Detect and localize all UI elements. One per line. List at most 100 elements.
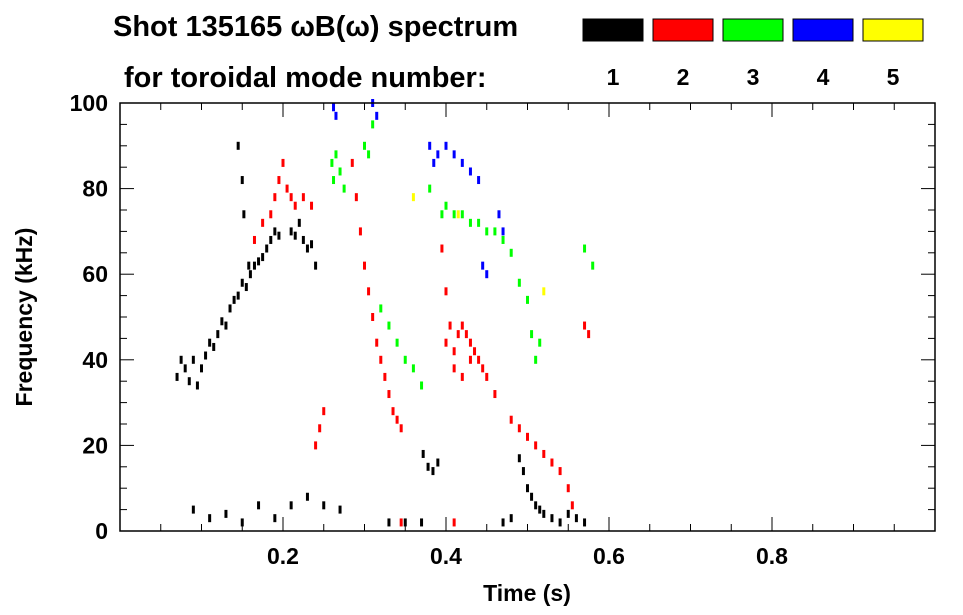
spectrum-point <box>204 351 208 360</box>
spectrum-point <box>387 321 391 330</box>
spectrum-point <box>387 390 391 399</box>
spectrum-point <box>208 514 212 523</box>
spectrum-point <box>367 150 371 159</box>
spectrum-point <box>403 355 407 364</box>
spectrum-point <box>534 441 538 450</box>
spectrum-point <box>570 501 574 510</box>
spectrum-point <box>493 227 497 236</box>
spectrum-point <box>383 372 387 381</box>
spectrum-point <box>314 441 318 450</box>
spectrum-point <box>403 518 407 527</box>
spectrum-point <box>322 407 326 416</box>
spectrum-point <box>558 518 562 527</box>
y-axis-label: Frequency (kHz) <box>11 228 37 407</box>
spectrum-point <box>281 158 285 167</box>
spectrum-point <box>477 355 481 364</box>
legend-swatch-mode-5 <box>862 18 924 42</box>
spectrum-point <box>485 270 489 279</box>
spectrum-point <box>273 193 277 202</box>
spectrum-point <box>375 111 379 120</box>
spectrum-point <box>436 150 440 159</box>
legend-swatch-mode-2 <box>652 18 714 42</box>
spectrum-point <box>277 231 281 240</box>
plot-frame <box>119 102 936 532</box>
spectrum-point <box>456 210 460 219</box>
legend-label-mode-1: 1 <box>607 64 620 90</box>
spectrum-point <box>485 372 489 381</box>
spectrum-point <box>411 193 415 202</box>
spectrum-point <box>265 244 269 253</box>
spectrum-point <box>310 201 314 210</box>
legend-swatch-mode-4 <box>792 18 854 42</box>
spectrum-point <box>224 509 228 518</box>
spectrum-point <box>338 505 342 514</box>
y-tick-label: 20 <box>82 432 108 458</box>
spectrum-point <box>521 467 525 476</box>
spectrum-point <box>460 321 464 330</box>
spectrum-point <box>224 321 228 330</box>
series-mode-4 <box>332 99 505 279</box>
spectrum-point <box>591 261 595 270</box>
spectrum-point <box>444 201 448 210</box>
spectrum-point <box>240 278 244 287</box>
spectrum-point <box>509 514 513 523</box>
spectrum-point <box>456 330 460 339</box>
spectrum-point <box>452 364 456 373</box>
spectrum-point <box>444 287 448 296</box>
spectrum-point <box>587 330 591 339</box>
spectrum-point <box>354 193 358 202</box>
spectrum-point <box>436 458 440 467</box>
spectrum-point <box>301 193 305 202</box>
spectrum-point <box>200 364 203 373</box>
spectrum-point <box>220 317 224 326</box>
spectrum-point <box>464 330 468 339</box>
spectrum-point <box>452 518 456 527</box>
spectrum-point <box>273 227 277 236</box>
spectrum-point <box>261 218 265 227</box>
spectrum-point <box>395 415 399 424</box>
spectrum-point <box>460 210 464 219</box>
spectrum-point <box>452 347 456 356</box>
spectrum-point <box>338 167 342 176</box>
series-mode-2 <box>252 158 591 527</box>
spectrum-point <box>330 158 334 167</box>
spectrum-point <box>179 355 183 364</box>
spectrum-point <box>350 158 354 167</box>
spectrum-point <box>252 261 256 270</box>
spectrum-point <box>387 518 391 527</box>
spectrum-point <box>244 283 248 292</box>
spectrum-point <box>428 184 432 193</box>
spectrum-point <box>517 454 521 463</box>
spectrum-point <box>550 458 554 467</box>
y-tick-label: 60 <box>82 261 108 287</box>
spectrum-point <box>517 424 521 433</box>
spectrum-point <box>481 261 485 270</box>
spectrum-point <box>305 492 309 501</box>
spectrum-point <box>212 342 216 351</box>
spectrum-point <box>367 287 371 296</box>
spectrum-point <box>448 321 452 330</box>
spectrum-point <box>468 338 472 347</box>
spectrum-point <box>228 304 232 313</box>
spectrum-point <box>542 287 546 296</box>
spectrum-point <box>542 449 546 458</box>
spectrum-point <box>481 364 485 373</box>
y-tick-label: 80 <box>82 176 108 202</box>
spectrum-point <box>342 184 346 193</box>
spectrum-point <box>269 235 273 244</box>
spectrum-point <box>332 103 336 112</box>
spectrum-point <box>195 381 199 390</box>
spectrum-point <box>322 501 326 510</box>
x-tick-label: 0.2 <box>267 543 299 569</box>
spectrum-point <box>452 210 456 219</box>
spectrum-point <box>242 210 246 219</box>
spectrum-point <box>248 270 252 279</box>
spectrum-point <box>538 338 542 347</box>
spectrum-point <box>332 176 336 185</box>
spectrum-point <box>509 248 513 257</box>
spectrum-point <box>501 518 505 527</box>
x-axis-label: Time (s) <box>483 580 571 606</box>
spectrum-point <box>493 390 497 399</box>
spectrum-point <box>301 235 305 244</box>
spectrum-point <box>421 449 425 458</box>
